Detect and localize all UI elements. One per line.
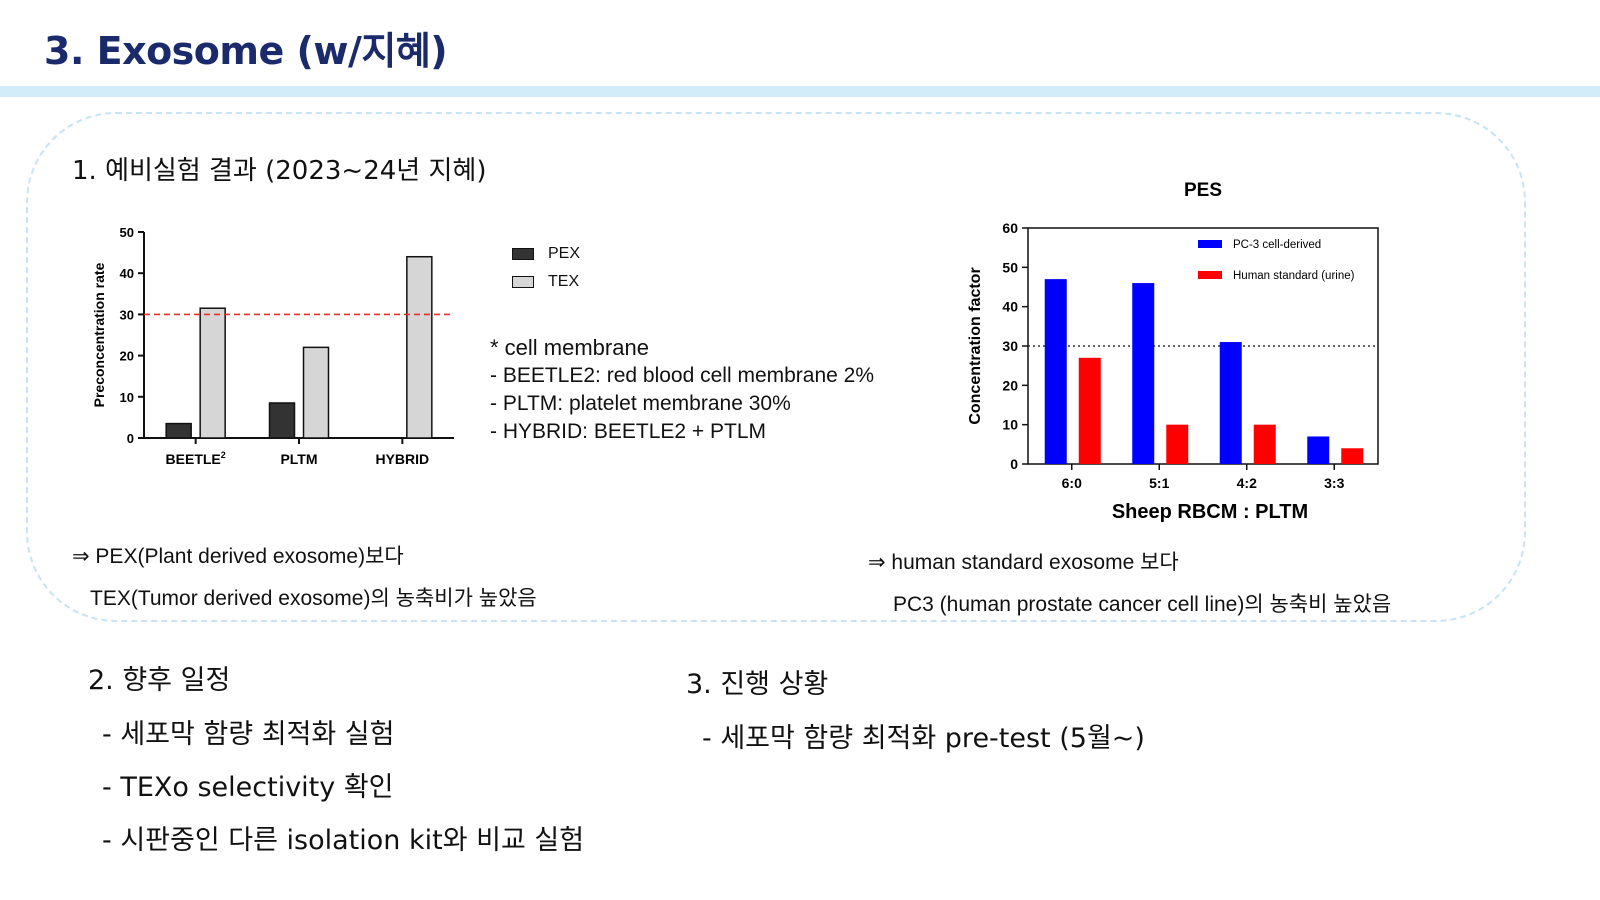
y-tick-label: 10 xyxy=(1002,417,1018,433)
right-conclusion-line1: ⇒ human standard exosome 보다 xyxy=(868,551,1179,574)
section2-item: - TEXo selectivity 확인 xyxy=(102,772,394,803)
y-tick-label: 0 xyxy=(1010,456,1018,472)
x-tick-label: 3:3 xyxy=(1324,475,1344,491)
bar-pc3 xyxy=(1219,342,1242,464)
legend-label: PC-3 cell-derived xyxy=(1233,239,1321,251)
note-line: - PLTM: platelet membrane 30% xyxy=(490,392,791,415)
y-tick-label: 30 xyxy=(1002,338,1018,354)
y-tick-label: 20 xyxy=(1002,377,1018,393)
page-title: 3. Exosome (w/지혜) xyxy=(44,29,448,73)
y-axis-label: Preconcentration rate xyxy=(91,262,107,407)
legend-swatch xyxy=(1198,240,1222,248)
legend-label-pex: PEX xyxy=(548,245,581,262)
section2-heading: 2. 향후 일정 xyxy=(88,665,231,696)
legend-item-tex: TEX xyxy=(512,268,580,296)
chart1-legend: PEX TEX xyxy=(512,240,580,296)
y-tick-label: 0 xyxy=(127,431,134,446)
title-underline-bar xyxy=(0,86,1600,97)
y-tick-label: 40 xyxy=(120,266,134,281)
section3-item: - 세포막 함량 최적화 pre-test (5월~) xyxy=(702,723,1145,754)
note-line: - HYBRID: BEETLE2 + PTLM xyxy=(490,420,766,443)
bar-human-standard xyxy=(1166,424,1189,464)
legend-swatch-pex xyxy=(512,248,534,260)
x-tick-label: 6:0 xyxy=(1062,475,1082,491)
pes-concentration-chart: PES 0 10 20 30 40 50 60 Concentration factor 6:0 5… xyxy=(967,180,1379,523)
bar-pex xyxy=(165,422,192,439)
bar-pc3 xyxy=(1132,283,1155,464)
note-line: - BEETLE2: red blood cell membrane 2% xyxy=(490,364,875,387)
chart-title: PES xyxy=(1184,180,1222,201)
y-tick-label: 60 xyxy=(1002,220,1018,236)
y-tick-label: 20 xyxy=(120,349,134,364)
bar-pex xyxy=(268,402,296,439)
y-tick-label: 50 xyxy=(1002,259,1018,275)
section3-heading: 3. 진행 상황 xyxy=(686,669,829,700)
legend-swatch xyxy=(1198,271,1222,279)
bar-human-standard xyxy=(1078,357,1101,464)
results-panel-border xyxy=(26,112,1526,622)
left-conclusion-line2: TEX(Tumor derived exosome)의 농축비가 높았음 xyxy=(90,587,537,610)
bar-tex xyxy=(199,307,226,439)
bar-pc3 xyxy=(1307,436,1330,464)
right-conclusion-line2: PC3 (human prostate cancer cell line)의 농… xyxy=(893,593,1392,616)
bar-pc3 xyxy=(1044,279,1067,464)
section2-item: - 세포막 함량 최적화 실험 xyxy=(102,719,395,750)
y-tick-label: 50 xyxy=(120,225,134,240)
bar-human-standard xyxy=(1341,448,1364,464)
bar-tex xyxy=(302,346,330,439)
bar-human-standard xyxy=(1253,424,1276,464)
legend-label-tex: TEX xyxy=(548,273,580,290)
section2-item: - 시판중인 다른 isolation kit와 비교 실험 xyxy=(102,825,585,856)
x-tick-label: 4:2 xyxy=(1237,475,1257,491)
legend-label: Human standard (urine) xyxy=(1233,270,1355,282)
y-axis-label: Concentration factor xyxy=(967,267,984,424)
x-axis-label: Sheep RBCM : PLTM xyxy=(1112,501,1308,523)
x-tick-label: HYBRID xyxy=(375,451,429,467)
legend-item-pex: PEX xyxy=(512,240,580,268)
y-tick-label: 10 xyxy=(120,390,134,405)
x-tick-label: 5:1 xyxy=(1149,475,1169,491)
x-tick-label: PLTM xyxy=(280,451,317,467)
left-conclusion-line1: ⇒ PEX(Plant derived exosome)보다 xyxy=(72,545,404,568)
legend-swatch-tex xyxy=(512,276,534,288)
y-tick-label: 40 xyxy=(1002,299,1018,315)
note-line: * cell membrane xyxy=(490,335,649,360)
x-tick-label: BEETLE2 xyxy=(166,450,226,467)
bar-tex xyxy=(406,255,433,439)
cell-membrane-notes: * cell membrane - BEETLE2: red blood cel… xyxy=(490,334,874,446)
preconcentration-chart: 0 10 20 30 40 50 Preconcentration rate BEETLE2 P… xyxy=(91,225,454,467)
section1-heading: 1. 예비실험 결과 (2023~24년 지혜) xyxy=(72,156,487,186)
y-tick-label: 30 xyxy=(120,307,134,322)
